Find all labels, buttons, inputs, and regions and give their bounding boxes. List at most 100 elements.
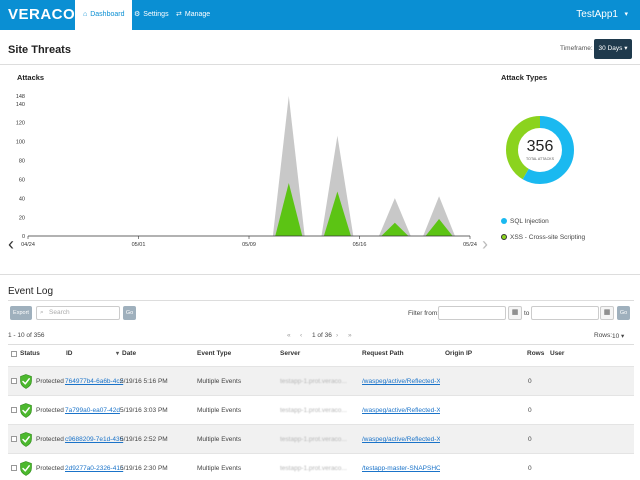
table-row[interactable]: Protected 7a799a0-ea07-42d 5/19/16 3:03 PM… <box>8 395 634 424</box>
col-id[interactable]: ID <box>66 350 73 357</box>
rows-cell: 0 <box>528 407 532 414</box>
xss-dot-icon <box>501 234 507 240</box>
date-cell: 5/19/16 5:16 PM <box>120 378 168 385</box>
home-icon: ⌂ <box>83 11 88 18</box>
y-tick-label: 60 <box>19 177 25 183</box>
table-row[interactable]: Protected 764977b4-6a6b-4c2 5/19/16 5:16 P… <box>8 366 634 395</box>
search-go-button[interactable]: Go <box>123 306 136 320</box>
filter-to-label: to <box>524 310 530 317</box>
legend-sql: SQL Injection <box>501 218 549 225</box>
area-peak <box>381 222 409 236</box>
col-status[interactable]: Status <box>20 350 40 357</box>
area-peak <box>423 196 455 236</box>
date-cell: 5/19/16 2:52 PM <box>120 436 168 443</box>
rows-value: 10 <box>612 333 620 340</box>
y-tick-label: 0 <box>22 234 25 240</box>
status-cell: Protected <box>36 465 64 472</box>
search-input[interactable]: ⌕ Search <box>36 306 120 320</box>
gear-icon: ⚙ <box>134 11 141 18</box>
request-path-link[interactable]: /waspeg/active/Reflected-XSS/RI <box>362 378 440 385</box>
pager-next[interactable]: › <box>336 332 339 339</box>
attacks-title: Attacks <box>17 73 45 82</box>
y-tick-label: 148 <box>16 94 25 100</box>
timeframe-value: 30 Days <box>598 45 623 52</box>
legend-xss-label: XSS - Cross-site Scripting <box>510 234 586 241</box>
site-threats-title: Site Threats <box>8 44 71 56</box>
request-path-link[interactable]: /testapp-master-SNAPSHOT/tml <box>362 465 440 472</box>
select-all-checkbox[interactable] <box>11 351 17 357</box>
nav-dashboard-label: Dashboard <box>90 11 125 18</box>
nav-manage[interactable]: ⇄ Manage <box>168 0 218 30</box>
timeframe-dropdown[interactable]: 30 Days ▾ <box>594 39 632 59</box>
event-id-link[interactable]: 2d9277a0-2326-41c <box>65 465 124 472</box>
event-id-link[interactable]: 7a799a0-ea07-42d <box>65 407 120 414</box>
row-checkbox[interactable] <box>11 465 17 471</box>
nav-manage-label: Manage <box>184 11 211 18</box>
pager-last[interactable]: » <box>348 332 352 339</box>
area-peak <box>275 183 303 236</box>
attacks-chart: 0 20 40 60 80 100 120 140 148 04/24 05/01 05/09 05/1… <box>16 94 477 248</box>
filter-from-label: Filter from: <box>408 310 440 317</box>
divider <box>0 274 640 275</box>
sort-desc-icon[interactable]: ▾ <box>116 351 120 357</box>
col-request-path[interactable]: Request Path <box>362 350 404 357</box>
col-rows[interactable]: Rows <box>527 350 545 357</box>
date-cell: 5/19/16 2:30 PM <box>120 465 168 472</box>
calendar-icon[interactable]: ▦ <box>508 306 522 320</box>
rows-cell: 0 <box>528 465 532 472</box>
filter-to-input[interactable] <box>531 306 599 320</box>
total-attacks-value: 356 <box>527 138 554 155</box>
nav-settings-label: Settings <box>143 11 169 18</box>
calendar-icon[interactable]: ▦ <box>600 306 614 320</box>
rows-select[interactable]: 10 ▾ <box>612 333 625 340</box>
chevron-left-icon[interactable]: ‹ <box>8 234 14 254</box>
col-user[interactable]: User <box>550 350 565 357</box>
col-server[interactable]: Server <box>280 350 301 357</box>
pager-prev[interactable]: ‹ <box>300 332 303 339</box>
veracode-logo[interactable]: VERACODE <box>8 6 98 23</box>
table-row[interactable]: Protected c9688209-7e1d-436 5/19/16 2:52 P… <box>8 424 634 453</box>
area-peak <box>323 191 351 236</box>
y-tick-label: 100 <box>16 140 25 146</box>
event-type-cell: Multiple Events <box>197 436 242 443</box>
event-id-link[interactable]: c9688209-7e1d-436 <box>65 436 124 443</box>
request-path-link[interactable]: /waspeg/active/Reflected-XSS/RI <box>362 407 440 414</box>
x-tick-label: 05/09 <box>242 242 256 248</box>
status-cell: Protected <box>36 378 64 385</box>
x-tick-label: 05/24 <box>463 242 477 248</box>
event-log-title: Event Log <box>8 286 54 297</box>
col-origin-ip[interactable]: Origin IP <box>445 350 473 357</box>
event-id-link[interactable]: 764977b4-6a6b-4c2 <box>65 378 124 385</box>
row-checkbox[interactable] <box>11 378 17 384</box>
app-selector[interactable]: TestApp1 <box>576 9 618 20</box>
event-type-cell: Multiple Events <box>197 407 242 414</box>
export-button[interactable]: Export <box>10 306 32 320</box>
nav-dashboard[interactable]: ⌂ Dashboard <box>75 0 133 30</box>
server-cell: testapp-1.prot.veraco... <box>280 465 347 472</box>
server-cell: testapp-1.prot.veraco... <box>280 436 347 443</box>
row-checkbox[interactable] <box>11 407 17 413</box>
y-tick-label: 80 <box>19 159 25 165</box>
y-tick-label: 120 <box>16 121 25 127</box>
area-peak <box>425 218 453 236</box>
row-checkbox[interactable] <box>11 436 17 442</box>
chevron-down-icon[interactable]: ▾ <box>624 11 628 18</box>
pager-page-text: 1 of 36 <box>312 332 332 339</box>
y-tick-label: 140 <box>16 102 25 108</box>
rows-cell: 0 <box>528 378 532 385</box>
col-event-type[interactable]: Event Type <box>197 350 232 357</box>
nav-settings[interactable]: ⚙ Settings <box>126 0 177 30</box>
rows-cell: 0 <box>528 436 532 443</box>
divider <box>0 64 640 65</box>
filter-from-input[interactable] <box>438 306 506 320</box>
range-text: 1 - 10 of 356 <box>8 332 45 339</box>
request-path-link[interactable]: /waspeg/active/Reflected-XSS/RI <box>362 436 440 443</box>
timeframe-label: Timeframe: <box>560 45 593 52</box>
chevron-right-icon[interactable]: › <box>482 234 488 254</box>
table-row[interactable]: Protected 2d9277a0-2326-41c 5/19/16 2:30 P… <box>8 453 634 480</box>
pager-first[interactable]: « <box>287 332 291 339</box>
event-type-cell: Multiple Events <box>197 378 242 385</box>
attack-types-donut: 356 TOTAL ATTACKS <box>506 116 574 184</box>
col-date[interactable]: Date <box>122 350 137 357</box>
filter-go-button[interactable]: Go <box>617 306 630 320</box>
